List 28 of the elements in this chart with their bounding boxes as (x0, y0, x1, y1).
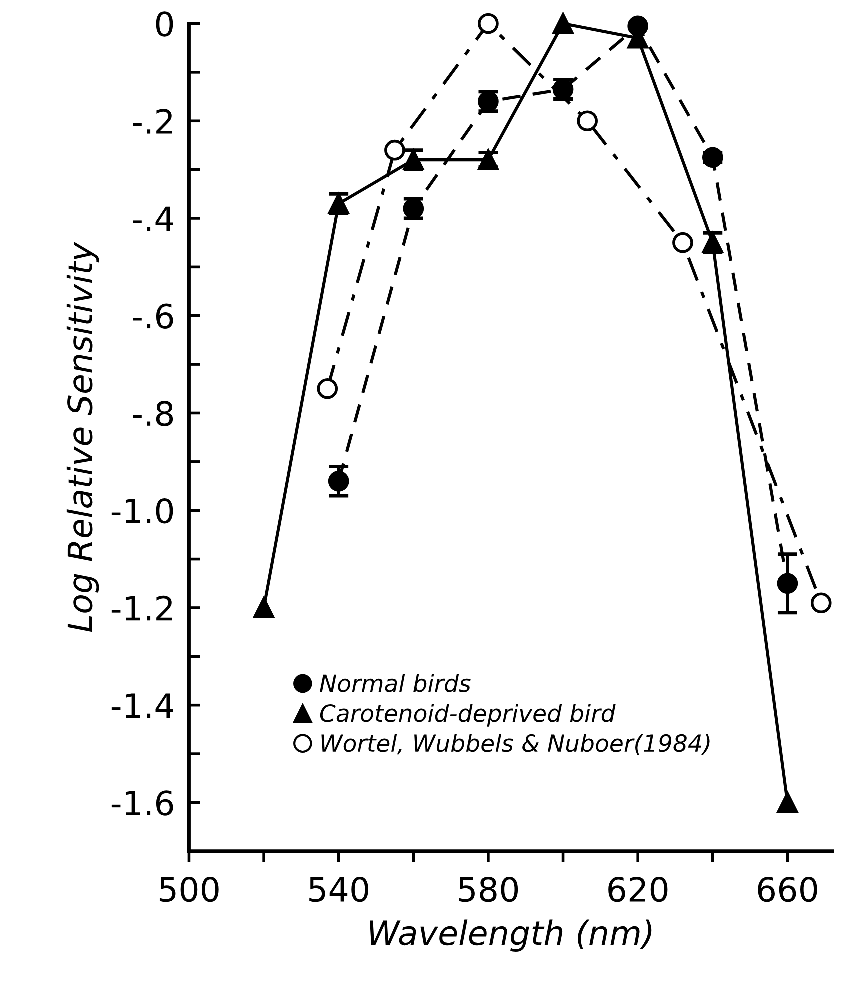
legend-label: Normal birds (320, 674, 471, 692)
x-tick-label: 500 (160, 876, 219, 902)
x-tick-label: 540 (310, 876, 368, 902)
legend-label: Wortel, Wubbels & Nuboer(1984) (322, 734, 710, 756)
x-tick-label: 620 (608, 876, 668, 902)
point (254, 598, 274, 618)
point (552, 13, 574, 34)
x-tick-label: 660 (758, 876, 818, 902)
y-tick-label: -1.0 (112, 498, 174, 524)
y-tick-label: -.8 (133, 401, 174, 426)
y-tick-label: -1.6 (112, 790, 174, 816)
y-tick-label: -1.4 (112, 694, 174, 718)
y-tick-label: -.2 (133, 109, 172, 134)
point (384, 140, 406, 161)
point (478, 13, 499, 34)
point (777, 792, 798, 814)
y-tick-label: -.4 (133, 206, 174, 232)
y-tick-label: -.6 (133, 304, 174, 330)
point (810, 592, 832, 614)
y-axis-title: Log Relative Sensitivity (66, 242, 100, 632)
x-tick-label: 580 (459, 876, 518, 902)
point (317, 378, 338, 400)
y-tick-label: 0 (156, 12, 174, 37)
x-axis-title: Wavelength (nm) (370, 920, 652, 952)
point (672, 232, 694, 254)
y-tick-label: -1.2 (112, 596, 172, 621)
point (577, 110, 598, 132)
legend-label: Carotenoid-deprived bird (320, 704, 616, 727)
